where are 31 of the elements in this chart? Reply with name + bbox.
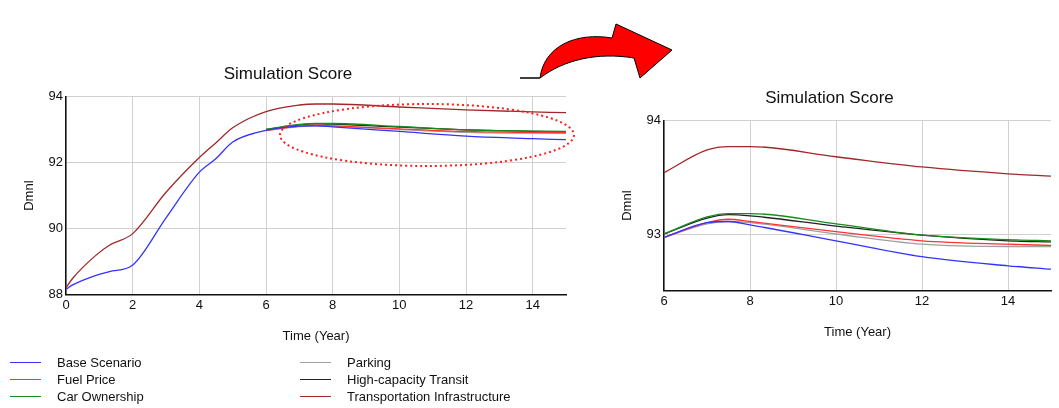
x-tick-label: 6	[262, 297, 270, 313]
y-tick-label: 93	[646, 225, 662, 241]
x-tick-label: 14	[525, 297, 540, 313]
x-axis-title: Time (Year)	[824, 323, 892, 339]
x-tick-label: 2	[129, 297, 137, 313]
x-tick-label: 6	[660, 293, 668, 309]
legend-label: Parking	[347, 355, 392, 370]
x-tick-label: 0	[62, 297, 70, 313]
x-tick-label: 14	[1000, 293, 1016, 309]
y-tick-label: 94	[48, 87, 64, 103]
y-axis-title: Dmnl	[619, 190, 635, 221]
legend-label: High-capacity Transit	[347, 372, 469, 387]
x-tick-label: 12	[458, 297, 474, 313]
y-axis-title: Dmnl	[21, 180, 37, 211]
legend-label: Transportation Infrastructure	[347, 389, 511, 404]
x-tick-label: 12	[914, 293, 930, 309]
y-tick-label: 92	[48, 154, 64, 170]
legend-label: Base Scenario	[57, 355, 142, 370]
legend-label: Car Ownership	[57, 389, 144, 404]
y-tick-label: 94	[646, 111, 662, 127]
legend-label: Fuel Price	[57, 372, 116, 387]
y-tick-label: 88	[48, 286, 64, 302]
x-tick-label: 8	[329, 297, 337, 313]
chart-title: Simulation Score	[765, 87, 894, 107]
x-tick-label: 4	[195, 297, 203, 313]
x-tick-label: 10	[392, 297, 407, 313]
y-tick-label: 90	[48, 220, 64, 236]
x-tick-label: 8	[746, 293, 754, 309]
x-tick-label: 10	[828, 293, 844, 309]
x-axis-title: Time (Year)	[282, 327, 350, 343]
chart-title: Simulation Score	[223, 63, 353, 83]
